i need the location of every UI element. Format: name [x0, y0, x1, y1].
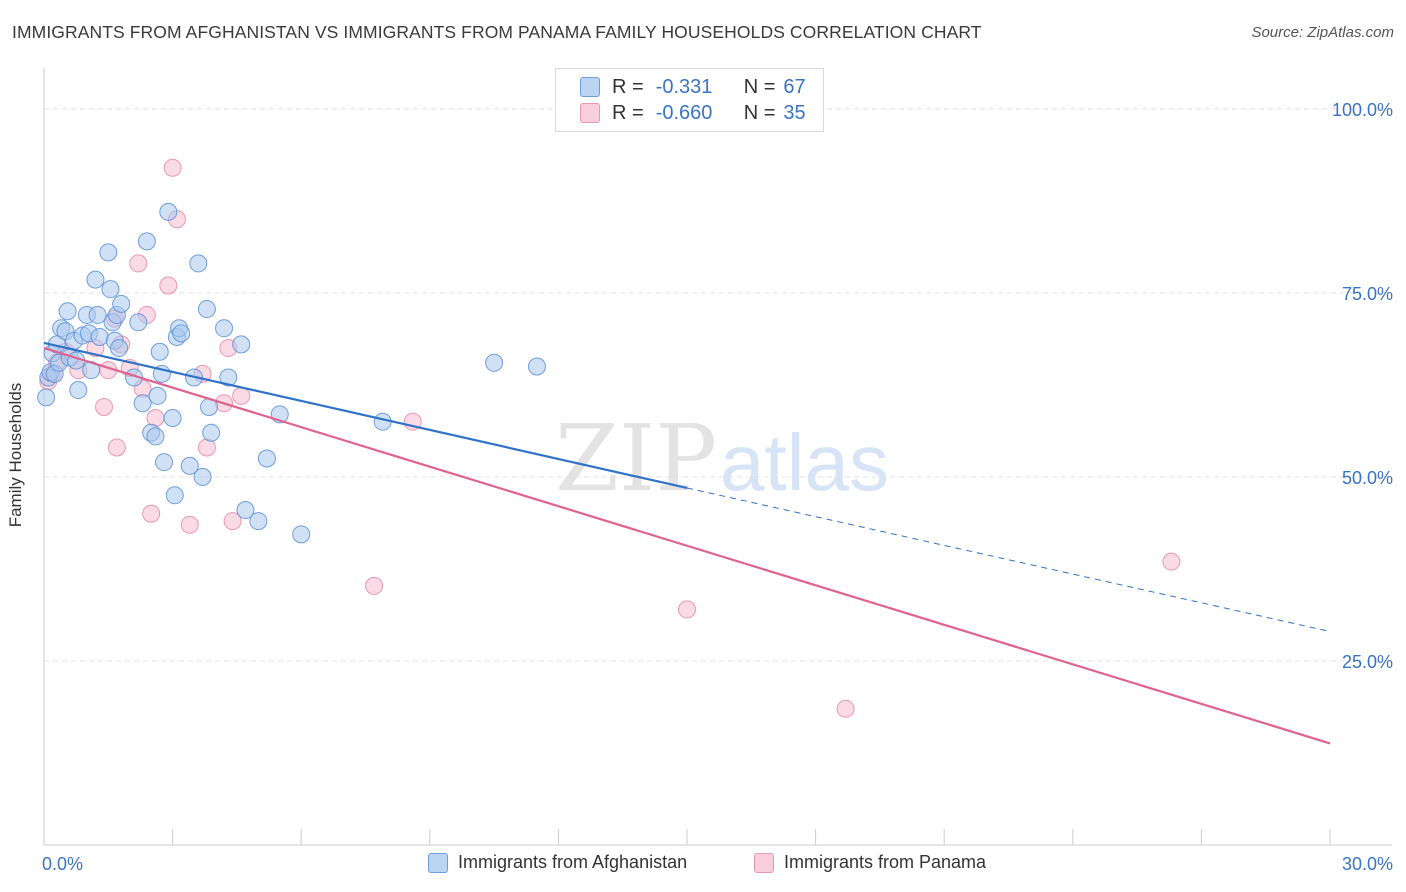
- panama-point: [232, 386, 251, 405]
- panama-point: [1162, 552, 1181, 571]
- panama-point: [129, 254, 148, 273]
- afghanistan-point: [189, 254, 208, 273]
- afghanistan-point: [155, 453, 174, 472]
- legend-item-afghanistan: Immigrants from Afghanistan: [428, 852, 687, 873]
- panama-point: [836, 699, 855, 718]
- afghanistan-point: [165, 486, 184, 505]
- afghanistan-point: [146, 427, 165, 446]
- legend-series-name: Immigrants from Afghanistan: [458, 852, 688, 872]
- afghanistan-point: [69, 381, 88, 400]
- afghanistan-point: [129, 313, 148, 332]
- afghanistan-point: [249, 512, 268, 531]
- panama-point: [365, 576, 384, 595]
- legend-n-label: N =: [743, 75, 776, 98]
- afghanistan-point: [193, 467, 212, 486]
- afghanistan-point: [197, 300, 216, 319]
- stats-legend: R = -0.331 N = 67 R = -0.660 N = 35: [555, 68, 824, 132]
- afghanistan-point: [58, 302, 77, 321]
- afghanistan-point: [236, 501, 255, 520]
- series-afghanistan-points: [37, 202, 546, 544]
- legend-r-label: R =: [612, 75, 644, 98]
- y-tick-label: 75.0%: [1342, 284, 1393, 304]
- legend-n-value: 67: [783, 75, 806, 98]
- panama-point: [678, 600, 696, 619]
- x-tick-label: 30.0%: [1342, 854, 1393, 874]
- afghanistan-point: [137, 232, 156, 251]
- y-tick-label: 50.0%: [1342, 468, 1393, 488]
- afghanistan-point: [99, 243, 118, 262]
- x-tick-label: 0.0%: [42, 854, 83, 874]
- afghanistan-point: [180, 456, 199, 475]
- afghanistan-point: [159, 202, 178, 221]
- watermark-atlas: atlas: [720, 418, 889, 507]
- afghanistan-point: [172, 324, 191, 343]
- afghanistan-point: [232, 335, 251, 354]
- afghanistan-point: [148, 386, 167, 405]
- legend-series-name: Immigrants from Panama: [784, 852, 987, 872]
- trendlines: [43, 341, 1331, 745]
- legend-row-panama: R = -0.660 N = 35: [580, 101, 806, 125]
- legend-row-afghanistan: R = -0.331 N = 67: [580, 75, 806, 99]
- legend-swatch-pink: [580, 103, 600, 123]
- watermark-zip: ZIP: [555, 405, 717, 512]
- afghanistan-point: [88, 305, 107, 324]
- legend-swatch-pink: [754, 852, 774, 873]
- tick-labels: 25.0% 50.0% 75.0% 100.0% 0.0% 30.0%: [42, 100, 1393, 874]
- panama-point: [95, 397, 114, 416]
- afghanistan-point: [86, 270, 105, 289]
- afghanistan-point: [202, 423, 221, 442]
- legend-r-value: -0.660: [655, 101, 713, 124]
- panama-point: [142, 504, 161, 523]
- afghanistan-point: [110, 339, 129, 358]
- afghanistan-point: [257, 449, 276, 468]
- afghanistan-point: [101, 280, 120, 299]
- afghanistan-point: [150, 342, 169, 361]
- watermark: ZIP atlas: [555, 405, 889, 512]
- afghanistan-point: [219, 368, 238, 387]
- source-label: Source: ZipAtlas.com: [1251, 24, 1394, 41]
- panama-point: [107, 438, 126, 457]
- y-axis-label: Family Households: [6, 382, 25, 528]
- afghanistan-point: [485, 353, 504, 372]
- panama-point: [180, 515, 199, 534]
- afghanistan-point: [527, 357, 546, 376]
- panama-point: [223, 512, 242, 531]
- axes: [43, 68, 1392, 846]
- legend-swatch-blue: [428, 852, 448, 873]
- legend-item-panama: Immigrants from Panama: [754, 852, 986, 873]
- legend-r-value: -0.331: [655, 75, 713, 98]
- afghanistan-point: [163, 409, 182, 428]
- chart-title: IMMIGRANTS FROM AFGHANISTAN VS IMMIGRANT…: [12, 22, 982, 42]
- grid-lines: [44, 108, 1392, 662]
- afghanistan-point: [133, 394, 152, 413]
- panama-trendline: [43, 347, 1331, 745]
- legend-n-label: N =: [743, 101, 776, 124]
- afghanistan-point: [112, 294, 131, 313]
- legend-n-value: 35: [783, 101, 806, 124]
- panama-point: [159, 276, 178, 295]
- y-tick-label: 100.0%: [1332, 100, 1393, 120]
- afghanistan-point: [90, 328, 109, 347]
- afghanistan-trendline-extension: [686, 487, 1331, 632]
- afghanistan-trendline: [43, 341, 688, 490]
- legend-swatch-blue: [580, 77, 600, 97]
- legend-r-label: R =: [612, 101, 644, 124]
- afghanistan-point: [215, 319, 234, 338]
- y-tick-label: 25.0%: [1342, 652, 1393, 672]
- afghanistan-point: [292, 525, 311, 544]
- panama-point: [163, 158, 182, 177]
- afghanistan-point: [37, 388, 56, 407]
